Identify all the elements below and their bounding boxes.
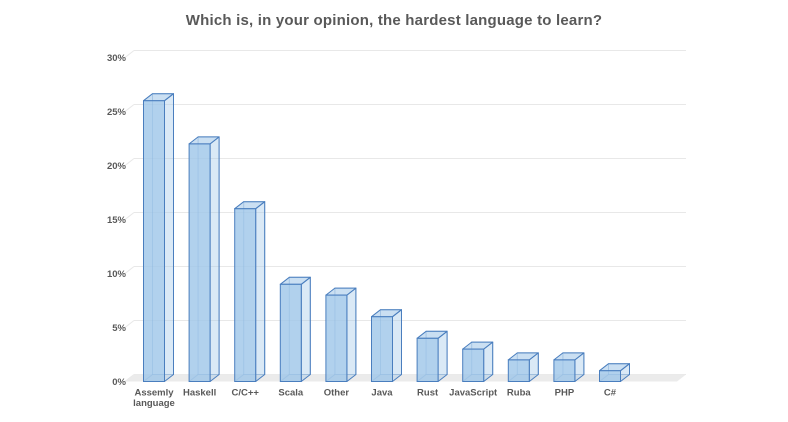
bar-java-side-face: [392, 309, 402, 382]
y-axis-label-0: 0%: [112, 377, 126, 388]
y-axis-label-10: 10%: [107, 269, 127, 280]
y-axis-label-15: 15%: [107, 215, 127, 226]
axis-tick-connector-10: [124, 266, 135, 274]
bar-ruba: [507, 359, 530, 382]
y-axis-label-5: 5%: [112, 323, 126, 334]
axis-tick-connector-30: [124, 50, 135, 58]
axis-tick-connector-15: [124, 212, 135, 220]
bar-java: [371, 316, 393, 383]
x-axis-label-c-c: C/C++: [231, 388, 259, 399]
y-axis-label-20: 20%: [107, 161, 127, 172]
bar-php: [553, 359, 576, 382]
bar-c: [599, 370, 621, 383]
bar-scala: [279, 283, 302, 382]
bar-c-c: [234, 208, 257, 382]
axis-tick-connector-20: [124, 158, 135, 166]
x-axis-label-java: Java: [371, 388, 393, 399]
bar-other: [325, 294, 348, 383]
y-axis-label-25: 25%: [107, 107, 127, 118]
chart-floor: [125, 374, 686, 382]
chart-title: Which is, in your opinion, the hardest l…: [185, 12, 603, 29]
bar-c-c-side-face: [255, 201, 266, 382]
x-axis-label-other: Other: [324, 388, 350, 399]
x-axis-label-scala: Scala: [278, 388, 304, 399]
bar-rust-side-face: [437, 330, 448, 382]
x-axis-label-php: PHP: [555, 388, 575, 399]
x-axis-label-ruba: Ruba: [507, 388, 531, 399]
x-axis-label-assemly-language: Assemly language: [133, 388, 175, 410]
bar-haskell-side-face: [209, 136, 220, 382]
x-axis-label-javascript: JavaScript: [449, 388, 498, 399]
bar-assemly-language: [143, 100, 165, 382]
x-axis-label-c: C#: [604, 388, 617, 399]
axis-tick-connector-5: [124, 320, 135, 328]
bar-rust: [416, 337, 439, 382]
bar-assemly-language-side-face: [164, 93, 174, 382]
x-axis-label-haskell: Haskell: [183, 388, 216, 399]
bar-scala-side-face: [300, 276, 311, 382]
bar-haskell: [188, 143, 211, 382]
y-axis-label-30: 30%: [107, 53, 127, 64]
axis-tick-connector-25: [124, 104, 135, 112]
bar-other-side-face: [346, 287, 357, 382]
x-axis-label-rust: Rust: [417, 388, 439, 399]
bar-javascript: [462, 348, 485, 383]
